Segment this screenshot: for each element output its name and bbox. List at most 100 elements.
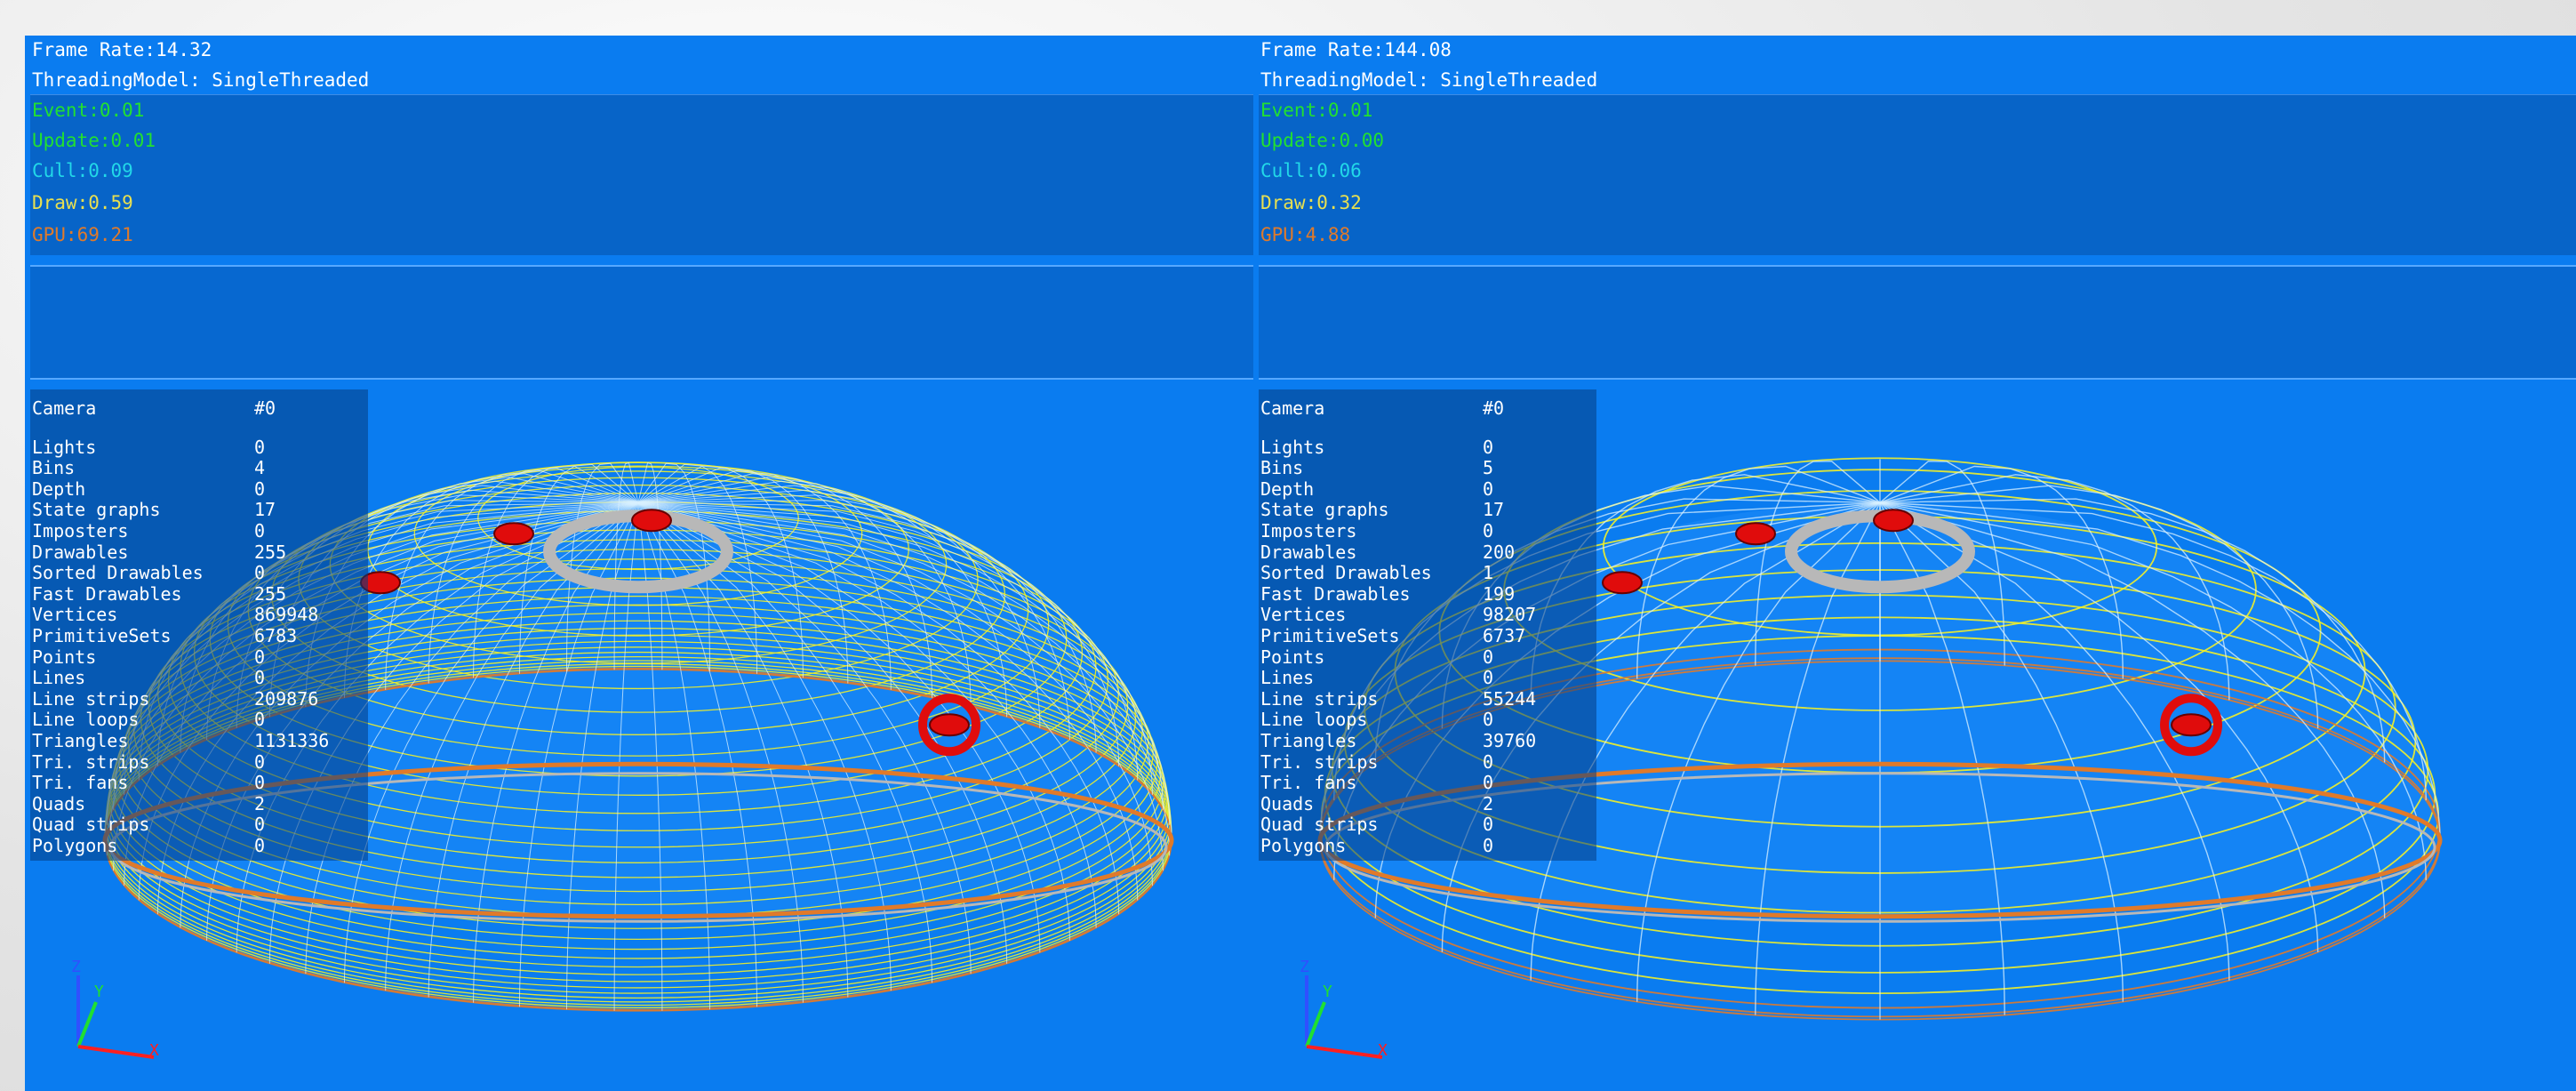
stat-value: 199 xyxy=(1483,582,1516,605)
stat-value: 0 xyxy=(1483,834,1494,856)
stat-row: Lines 0 xyxy=(1260,668,1536,689)
stat-value: 0 xyxy=(1483,750,1494,773)
stat-label: Polygons xyxy=(1260,834,1347,856)
stat-value: 2 xyxy=(254,792,266,814)
stat-row: Polygons 0 xyxy=(32,834,329,857)
axis-gizmo: Z Y X xyxy=(1300,958,1388,1060)
cull-time: Cull:0.06 xyxy=(1260,160,1362,181)
y-axis-line xyxy=(76,1001,98,1047)
camera-row: Camera #0 xyxy=(32,397,276,419)
x-axis-line xyxy=(77,1045,155,1059)
timing-graph-panel xyxy=(1259,265,2576,380)
gpu-time: GPU:69.21 xyxy=(32,224,133,245)
stat-value: 0 xyxy=(254,562,266,584)
y-axis-line xyxy=(1305,1001,1326,1047)
stat-label: Fast Drawables xyxy=(1260,582,1411,605)
threading-model-text: ThreadingModel: SingleThreaded xyxy=(32,69,370,91)
stat-label: Vertices xyxy=(32,604,118,626)
stat-label: Tri. fans xyxy=(32,772,129,794)
stat-value: 0 xyxy=(1483,477,1494,500)
stat-label: Drawables xyxy=(32,541,129,563)
stat-label: Points xyxy=(32,646,97,668)
stat-value: 1 xyxy=(1483,562,1494,584)
stat-row: Line loops 0 xyxy=(32,710,329,731)
stat-value: 98207 xyxy=(1483,604,1537,626)
x-axis-label: X xyxy=(1378,1041,1388,1060)
scene-stats-list: Camera #0 Lights 0 Bins 5 Depth 0 State graphs… xyxy=(1260,397,1537,856)
stat-row: Line strips 209876 xyxy=(32,687,329,710)
event-time: Event:0.01 xyxy=(1260,100,1373,121)
timing-stats-panel xyxy=(1259,94,2576,255)
stat-label: State graphs xyxy=(32,499,161,521)
stat-value: 0 xyxy=(254,834,266,856)
stat-row: Lights 0 xyxy=(1260,437,1536,459)
camera-stats-panel xyxy=(30,389,368,861)
stat-row: Drawables 255 xyxy=(32,541,329,564)
stat-value: 0 xyxy=(254,519,266,541)
stat-label: Sorted Drawables xyxy=(32,562,204,584)
stat-label: Lights xyxy=(32,436,97,458)
z-axis-label: Z xyxy=(71,958,81,976)
stat-value: 0 xyxy=(1483,667,1494,689)
stat-row: Quad strips 0 xyxy=(1260,814,1536,836)
stat-row: Tri. strips 0 xyxy=(1260,750,1536,774)
update-time: Update:0.00 xyxy=(1260,130,1385,151)
stat-label: Depth xyxy=(32,477,86,500)
z-axis-label: Z xyxy=(1300,958,1309,976)
stat-value: 1131336 xyxy=(254,729,330,751)
stat-row: Vertices 98207 xyxy=(1260,605,1536,626)
stat-row: Triangles 39760 xyxy=(1260,729,1537,752)
left-3d-viewport[interactable]: Frame Rate:14.32 ThreadingModel: SingleT… xyxy=(25,36,1253,1091)
stat-row: Tri. strips 0 xyxy=(32,751,329,774)
stat-label: Lines xyxy=(1260,667,1315,689)
stat-row: Lights 0 xyxy=(32,437,329,459)
stat-row: Imposters 0 xyxy=(1260,519,1536,542)
y-axis-label: Y xyxy=(1323,983,1332,1001)
stat-row: PrimitiveSets 6737 xyxy=(1260,624,1536,647)
stat-row: Quads 2 xyxy=(32,792,329,815)
stat-row: Line strips 55244 xyxy=(1260,687,1536,710)
timing-stats-panel xyxy=(30,94,1253,255)
stat-row: Line loops 0 xyxy=(1260,710,1536,731)
stat-row: Bins 5 xyxy=(1260,458,1536,479)
stat-row: Lines 0 xyxy=(32,668,329,689)
stat-label: Triangles xyxy=(32,729,129,751)
stat-value: 209876 xyxy=(254,687,319,710)
stat-value: 39760 xyxy=(1483,729,1537,751)
stat-label: Quad strips xyxy=(32,814,150,836)
stat-value: 17 xyxy=(1483,499,1505,521)
cull-time: Cull:0.09 xyxy=(32,160,133,181)
stat-row: State graphs 17 xyxy=(32,500,329,521)
stat-row: Points 0 xyxy=(32,646,329,669)
stat-value: 0 xyxy=(254,477,266,500)
stat-row: Fast Drawables 199 xyxy=(1260,582,1536,606)
stat-value: 0 xyxy=(254,814,266,836)
stat-row: Sorted Drawables 0 xyxy=(32,563,329,584)
stat-label: Bins xyxy=(32,457,76,479)
stat-label: PrimitiveSets xyxy=(1260,624,1400,646)
timing-graph-panel xyxy=(30,265,1253,380)
update-time: Update:0.01 xyxy=(32,130,156,151)
stat-value: 0 xyxy=(254,646,266,668)
stat-row: Vertices 869948 xyxy=(32,605,329,626)
stat-row: Drawables 200 xyxy=(1260,541,1536,564)
right-3d-viewport[interactable]: Frame Rate:144.08 ThreadingModel: Single… xyxy=(1253,36,2576,1091)
stat-row: Bins 4 xyxy=(32,458,329,479)
event-time: Event:0.01 xyxy=(32,100,145,121)
stat-label: PrimitiveSets xyxy=(32,624,172,646)
frame-rate-text: Frame Rate:14.32 xyxy=(32,39,212,60)
stat-label: Quads xyxy=(1260,792,1315,814)
camera-row: Camera #0 xyxy=(1260,397,1505,419)
stat-label: Imposters xyxy=(32,519,129,541)
stat-label: Line strips xyxy=(1260,687,1379,710)
stat-row: Depth 0 xyxy=(32,477,329,501)
stat-value: 2 xyxy=(1483,792,1494,814)
stat-label: Quads xyxy=(32,792,86,814)
axis-gizmo: Z Y X xyxy=(71,958,159,1060)
stat-row: Points 0 xyxy=(1260,646,1536,669)
stat-label: Vertices xyxy=(1260,604,1347,626)
stat-value: 0 xyxy=(254,709,266,731)
y-axis-label: Y xyxy=(94,983,104,1001)
stat-label: Imposters xyxy=(1260,519,1357,541)
stat-label: Triangles xyxy=(1260,729,1357,751)
